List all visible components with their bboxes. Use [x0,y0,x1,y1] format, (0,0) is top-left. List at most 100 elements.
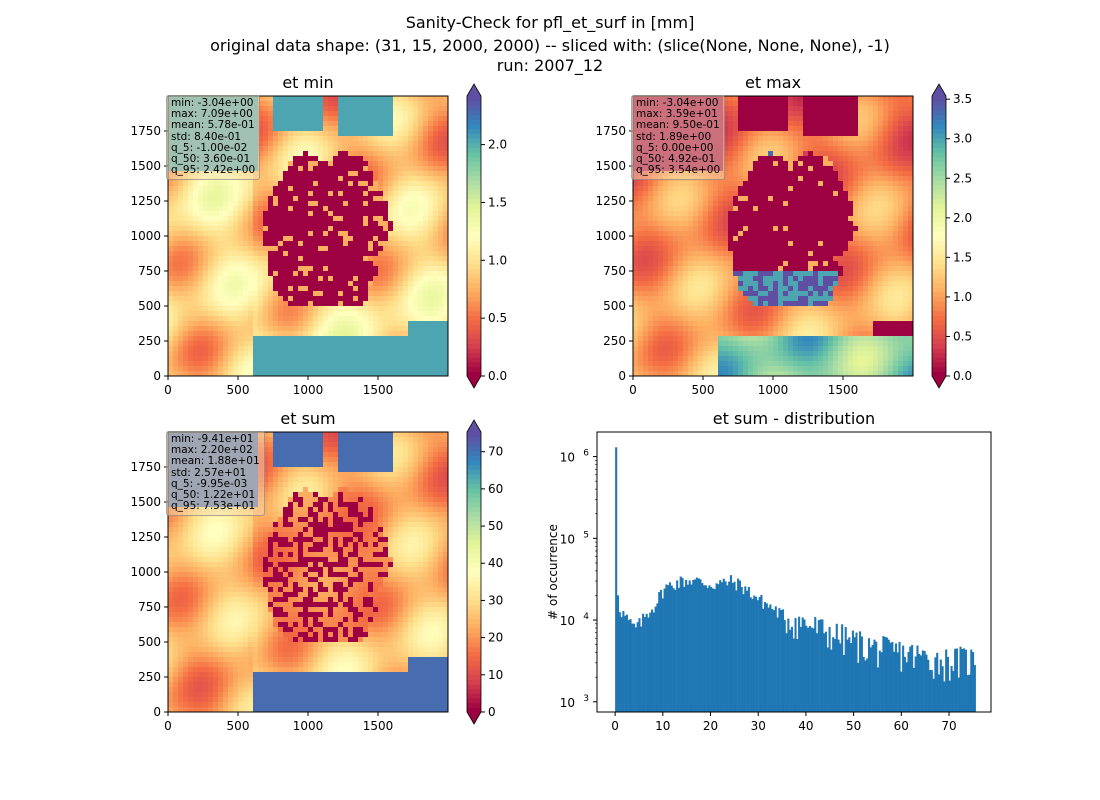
heatmap-cell [703,196,709,202]
heatmap-cell [223,196,229,202]
heatmap-cell [433,316,439,322]
colorbar-extend-min [467,376,481,388]
heatmap-cell [418,326,424,332]
heatmap-cell [243,336,249,342]
heatmap-cell [323,366,329,372]
heatmap-cell [428,151,434,157]
heatmap-cell [713,366,719,372]
heatmap-cell [408,196,414,202]
heatmap-cell [708,201,714,207]
heatmap-cell [658,326,664,332]
heatmap-cell [763,136,769,142]
heatmap-cell [223,246,229,252]
heatmap-cell [433,351,439,357]
heatmap-cell [663,296,669,302]
heatmap-cell [233,336,239,342]
heatmap-cell [428,276,434,282]
heatmap-cell [323,361,329,367]
heatmap-cell [678,281,684,287]
heatmap-cell [263,256,269,262]
heatmap-cell [638,371,644,377]
heatmap-cell [248,361,254,367]
heatmap-cell [713,186,719,192]
heatmap-cell [243,341,249,347]
heatmap-cell [403,166,409,172]
heatmap-cell [173,216,179,222]
heatmap-cell [658,351,664,357]
heatmap-cell [428,326,434,332]
heatmap-cell [198,256,204,262]
heatmap-cell [298,166,304,172]
heatmap-cell [243,231,249,237]
heatmap-cell [688,356,694,362]
heatmap-cell [433,261,439,267]
heatmap-cell [738,191,744,197]
heatmap-cell [273,176,279,182]
heatmap-cell [438,106,444,112]
heatmap-cell [213,191,219,197]
heatmap-cell [703,206,709,212]
heatmap-cell [753,96,759,102]
heatmap-cell [193,266,199,272]
heatmap-cell [278,146,284,152]
heatmap-cell [228,371,234,377]
heatmap-cell [353,131,359,137]
heatmap-cell [298,246,304,252]
heatmap-cell [778,166,784,172]
heatmap-cell [418,291,424,297]
heatmap-cell [703,346,709,352]
heatmap-cell [773,341,779,347]
colorbar-segment [467,268,481,274]
heatmap-cell [343,106,349,112]
heatmap-cell [333,151,339,157]
heatmap-cell [253,361,259,367]
colorbar-segment [467,166,481,172]
heatmap-cell [368,111,374,117]
heatmap-cell [743,136,749,142]
heatmap-cell [733,96,739,102]
heatmap-cell [443,331,449,337]
heatmap-cell [653,201,659,207]
colorbar-segment [467,128,481,134]
heatmap-cell [658,296,664,302]
heatmap-cell [398,231,404,237]
heatmap-cell [388,251,394,257]
heatmap-cell [388,121,394,127]
heatmap-cell [413,261,419,267]
heatmap-cell [673,226,679,232]
heatmap-cell [433,301,439,307]
heatmap-cell [378,161,384,167]
heatmap-cell [353,201,359,207]
heatmap-cell [733,196,739,202]
heatmap-cell [418,136,424,142]
heatmap-cell [368,311,374,317]
heatmap-cell [273,316,279,322]
heatmap-cell [393,196,399,202]
heatmap-cell [283,181,289,187]
heatmap-cell [648,236,654,242]
heatmap-cell [308,261,314,267]
heatmap-cell [253,196,259,202]
heatmap-cell [338,256,344,262]
heatmap-cell [243,196,249,202]
heatmap-cell [658,201,664,207]
heatmap-cell [418,266,424,272]
heatmap-cell [313,286,319,292]
heatmap-cell [278,296,284,302]
heatmap-cell [173,211,179,217]
heatmap-cell [328,341,334,347]
heatmap-cell [268,276,274,282]
heatmap-cell [208,361,214,367]
heatmap-cell [258,316,264,322]
heatmap-cell [743,201,749,207]
heatmap-cell [378,206,384,212]
heatmap-cell [193,361,199,367]
heatmap-cell [713,316,719,322]
heatmap-cell [433,336,439,342]
heatmap-cell [723,131,729,137]
heatmap-cell [648,331,654,337]
heatmap-cell [283,186,289,192]
heatmap-cell [208,366,214,372]
heatmap-cell [708,351,714,357]
heatmap-cell [768,116,774,122]
